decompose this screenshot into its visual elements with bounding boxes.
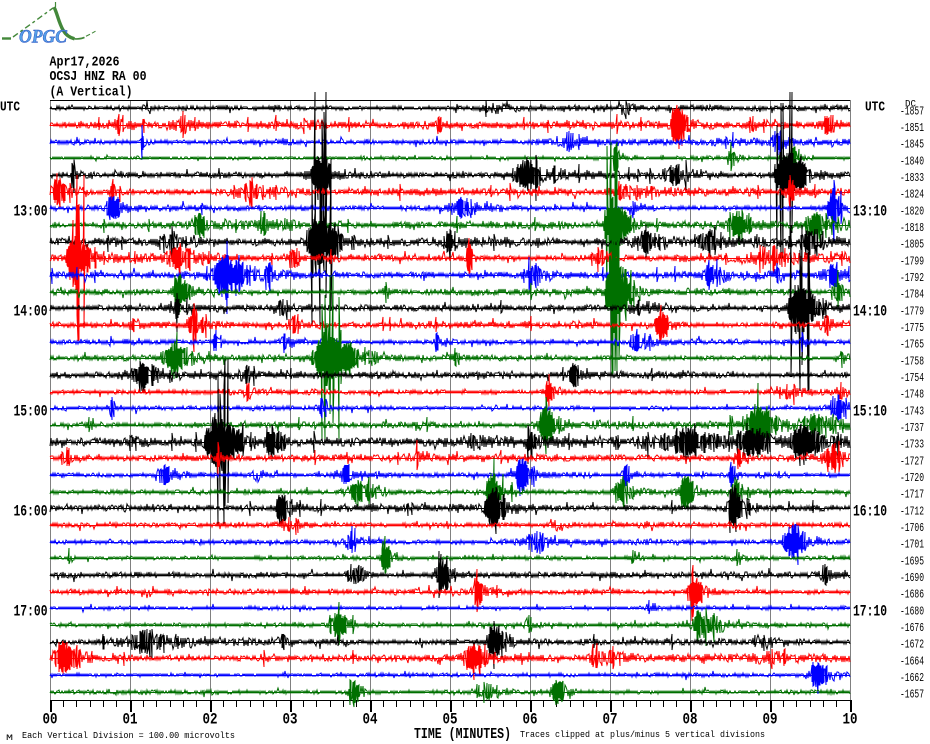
svg-text:-1712: -1712 xyxy=(900,504,924,518)
svg-text:-1845: -1845 xyxy=(900,138,924,152)
svg-text:-1720: -1720 xyxy=(900,471,924,485)
svg-text:(A Vertical): (A Vertical) xyxy=(50,85,133,101)
svg-text:-1820: -1820 xyxy=(900,204,924,218)
svg-text:-1676: -1676 xyxy=(900,621,924,635)
svg-text:-1737: -1737 xyxy=(900,421,924,435)
svg-text:14:10: 14:10 xyxy=(853,302,887,320)
svg-text:16:00: 16:00 xyxy=(14,502,48,520)
svg-text:-1717: -1717 xyxy=(900,488,924,502)
svg-text:-1805: -1805 xyxy=(900,238,924,252)
svg-text:UTC: UTC xyxy=(865,100,885,116)
svg-text:14:00: 14:00 xyxy=(14,302,48,320)
svg-text:10: 10 xyxy=(843,711,858,729)
svg-text:UTC: UTC xyxy=(0,100,20,116)
svg-text:OPGC: OPGC xyxy=(19,27,67,48)
svg-text:07: 07 xyxy=(603,711,618,729)
svg-text:-1743: -1743 xyxy=(900,404,924,418)
svg-text:00: 00 xyxy=(43,711,58,729)
svg-text:-1799: -1799 xyxy=(900,254,924,268)
svg-text:DC: DC xyxy=(905,100,916,111)
svg-text:-1792: -1792 xyxy=(900,271,924,285)
svg-text:-1784: -1784 xyxy=(900,288,924,302)
svg-text:02: 02 xyxy=(203,711,218,729)
svg-text:-1754: -1754 xyxy=(900,371,924,385)
svg-text:-1690: -1690 xyxy=(900,571,924,585)
svg-text:-1680: -1680 xyxy=(900,604,924,618)
svg-text:06: 06 xyxy=(523,711,538,729)
svg-text:-1662: -1662 xyxy=(900,671,924,685)
svg-text:Traces clipped at plus/minus 5: Traces clipped at plus/minus 5 vertical … xyxy=(520,730,765,740)
svg-text:-1706: -1706 xyxy=(900,521,924,535)
svg-text:17:00: 17:00 xyxy=(14,602,48,620)
svg-text:-1818: -1818 xyxy=(900,221,924,235)
svg-text:Apr17,2026: Apr17,2026 xyxy=(50,55,120,71)
svg-text:-1851: -1851 xyxy=(900,121,924,135)
svg-text:-1657: -1657 xyxy=(900,688,924,702)
svg-text:TIME (MINUTES): TIME (MINUTES) xyxy=(414,726,511,743)
svg-text:-1672: -1672 xyxy=(900,638,924,652)
svg-text:M: M xyxy=(6,734,13,743)
svg-text:15:00: 15:00 xyxy=(14,402,48,420)
svg-text:01: 01 xyxy=(123,711,138,729)
svg-text:-1824: -1824 xyxy=(900,188,924,202)
svg-text:13:00: 13:00 xyxy=(14,202,48,220)
svg-text:03: 03 xyxy=(283,711,298,729)
svg-text:-1857: -1857 xyxy=(900,104,924,118)
svg-text:-1727: -1727 xyxy=(900,454,924,468)
svg-text:-1833: -1833 xyxy=(900,171,924,185)
svg-text:Each Vertical Division = 100.: Each Vertical Division = 100.00 microvol… xyxy=(22,731,235,741)
svg-text:-1775: -1775 xyxy=(900,321,924,335)
svg-text:05: 05 xyxy=(443,711,458,729)
svg-text:-1758: -1758 xyxy=(900,354,924,368)
svg-text:04: 04 xyxy=(363,711,378,729)
svg-text:-1765: -1765 xyxy=(900,338,924,352)
svg-text:08: 08 xyxy=(683,711,698,729)
svg-text:OCSJ HNZ RA 00: OCSJ HNZ RA 00 xyxy=(50,69,147,85)
svg-text:15:10: 15:10 xyxy=(853,402,887,420)
svg-text:-1695: -1695 xyxy=(900,554,924,568)
svg-text:16:10: 16:10 xyxy=(853,502,887,520)
svg-text:-1701: -1701 xyxy=(900,538,924,552)
svg-text:09: 09 xyxy=(763,711,778,729)
svg-text:-1686: -1686 xyxy=(900,588,924,602)
svg-text:-1733: -1733 xyxy=(900,438,924,452)
svg-text:17:10: 17:10 xyxy=(853,602,887,620)
svg-text:-1840: -1840 xyxy=(900,154,924,168)
svg-text:-1779: -1779 xyxy=(900,304,924,318)
svg-text:-1664: -1664 xyxy=(900,654,924,668)
svg-text:-1748: -1748 xyxy=(900,388,924,402)
svg-text:13:10: 13:10 xyxy=(853,202,887,220)
